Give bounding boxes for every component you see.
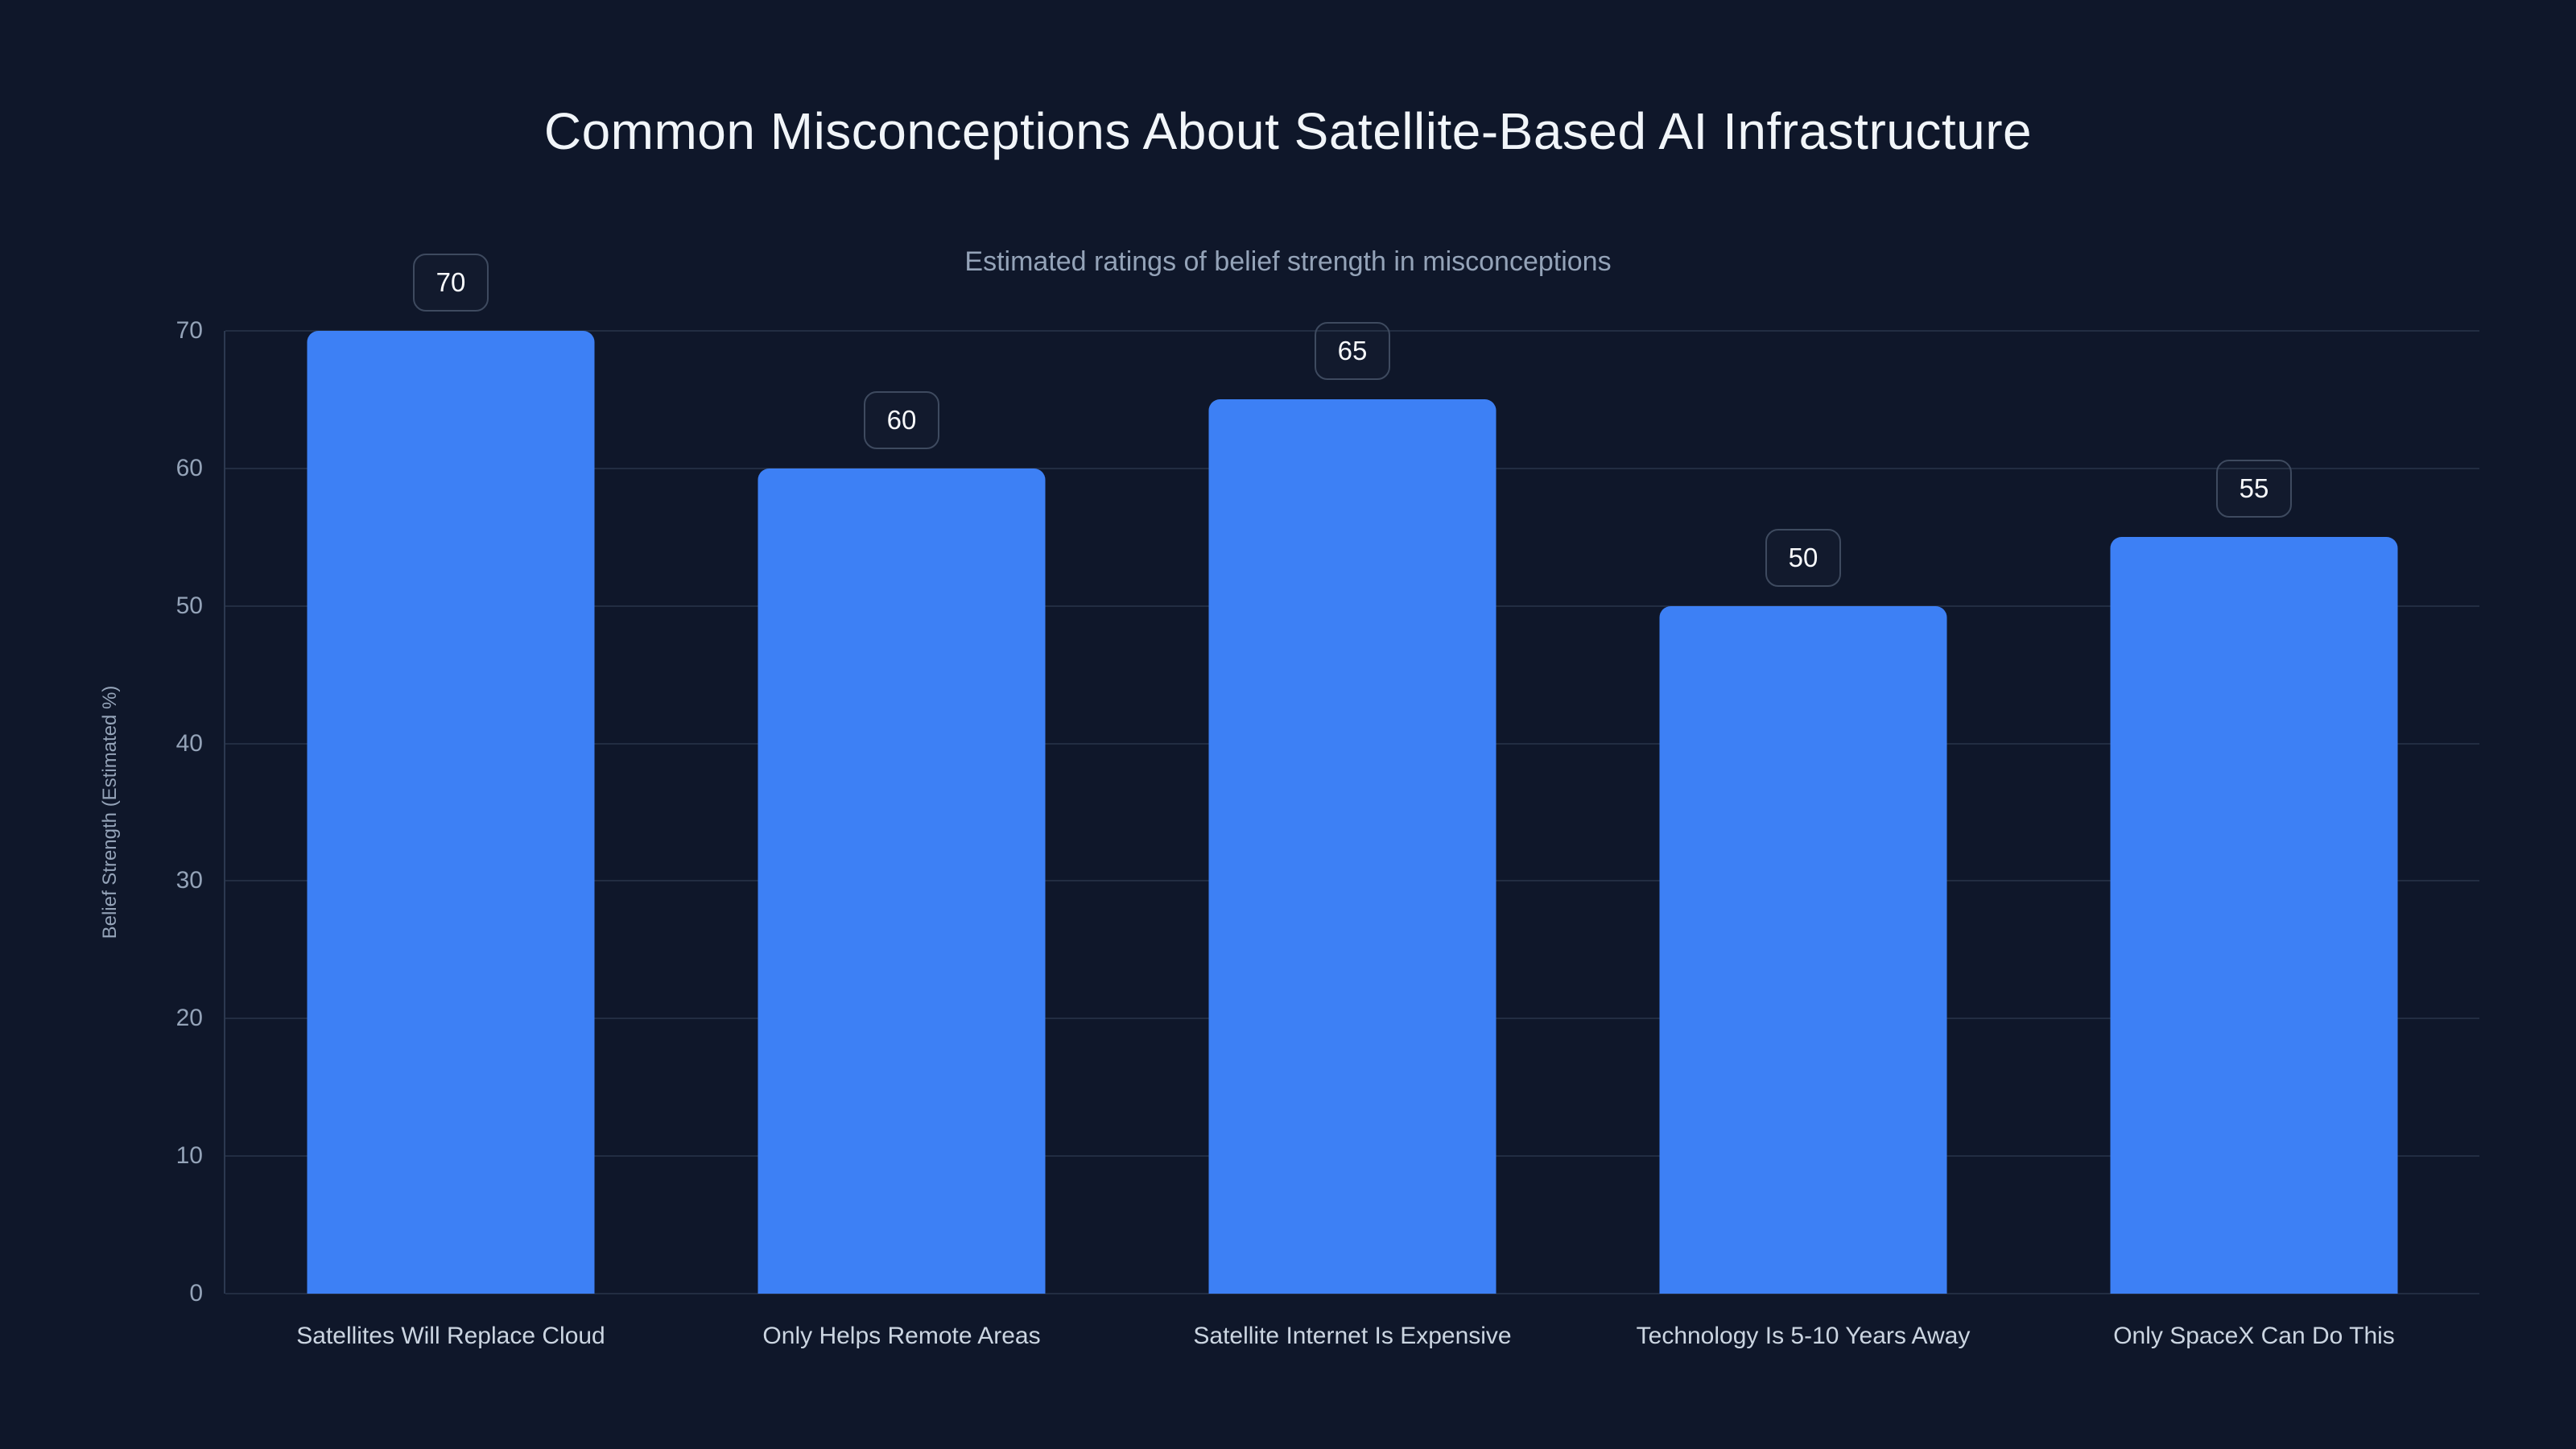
gridline-0 (225, 1293, 2479, 1294)
value-label-box: 50 (1765, 529, 1841, 587)
x-axis-label: Only Helps Remote Areas (762, 1323, 1041, 1349)
value-label-box: 70 (413, 254, 489, 312)
y-axis-line (224, 331, 225, 1294)
bar-series: 70 Satellites Will Replace Cloud 60 Only He… (225, 254, 2479, 1349)
chart-title: Common Misconceptions About Satellite-Ba… (543, 102, 2033, 160)
y-tick-label: 50 (175, 592, 203, 619)
gridline-70 (225, 330, 2479, 332)
bar[interactable] (1208, 399, 1496, 1294)
bar[interactable] (1659, 606, 1947, 1294)
y-tick-label: 20 (175, 1005, 203, 1032)
y-tick-label: 70 (175, 317, 203, 344)
value-label-box: 55 (2216, 460, 2292, 518)
bar-group: 50 Technology Is 5-10 Years Away (1578, 331, 2029, 1349)
value-label: 55 (2239, 473, 2269, 503)
y-axis-title: Belief Strength (Estimated %) (99, 685, 121, 939)
bar-group: 60 Only Helps Remote Areas (676, 331, 1127, 1349)
value-label: 60 (886, 405, 917, 435)
plot-area: 0 10 20 30 40 50 60 70 70 Satellites Will Replac… (176, 254, 2479, 1349)
value-label: 65 (1337, 336, 1368, 365)
bar-group: 70 Satellites Will Replace Cloud (225, 254, 676, 1349)
value-label: 70 (436, 267, 466, 297)
bar[interactable] (307, 331, 595, 1294)
x-axis-label: Satellite Internet Is Expensive (1193, 1323, 1512, 1349)
chart-subtitle: Estimated ratings of belief strength in … (964, 246, 1612, 277)
bar[interactable] (2110, 537, 2398, 1294)
y-tick-label: 30 (175, 867, 203, 894)
bar-group: 65 Satellite Internet Is Expensive (1127, 322, 1578, 1349)
x-axis-label: Technology Is 5-10 Years Away (1636, 1323, 1971, 1349)
x-axis-label: Satellites Will Replace Cloud (296, 1323, 605, 1349)
bar-group: 55 Only SpaceX Can Do This (2029, 331, 2479, 1349)
x-axis-label: Only SpaceX Can Do This (2113, 1323, 2395, 1349)
value-label: 50 (1788, 543, 1818, 572)
bar[interactable] (758, 469, 1046, 1294)
y-tick-label: 40 (175, 729, 203, 757)
y-tick-label: 10 (175, 1142, 203, 1170)
y-tick-label: 0 (189, 1280, 203, 1307)
value-label-box: 60 (864, 391, 939, 449)
y-tick-label: 60 (175, 454, 203, 481)
value-label-box: 65 (1315, 322, 1390, 380)
